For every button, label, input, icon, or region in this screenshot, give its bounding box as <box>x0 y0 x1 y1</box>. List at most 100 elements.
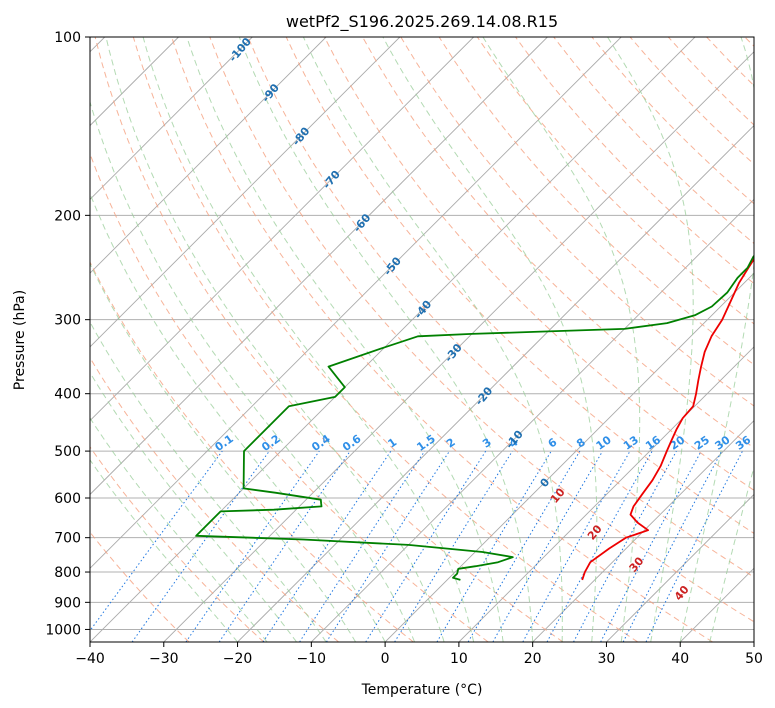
y-tick-label: 1000 <box>45 622 81 638</box>
moist-adiabat-line <box>90 262 357 642</box>
mixing-ratio-label: 10 <box>594 433 614 453</box>
mixing-ratio-label: 1 <box>386 436 400 451</box>
background-lines <box>90 37 754 642</box>
mixing-ratio-line <box>522 450 631 642</box>
mixing-ratio-label: 30 <box>712 433 732 453</box>
mixing-ratio-line <box>90 450 223 632</box>
dry-adiabat-line <box>94 37 564 642</box>
mixing-ratio-label: 25 <box>692 433 712 452</box>
chart-title: wetPf2_S196.2025.269.14.08.R15 <box>286 12 558 32</box>
isotherm-line <box>90 37 548 496</box>
dry-adiabat-line <box>90 260 414 642</box>
dry-adiabat-line <box>90 446 265 642</box>
y-tick-label: 200 <box>54 208 81 224</box>
isotherm-line <box>90 37 253 200</box>
isotherm-line <box>606 493 754 642</box>
x-tick-label: 30 <box>598 651 616 667</box>
mixing-ratio-label: 2 <box>444 436 458 451</box>
dry-adiabat-line <box>247 37 754 578</box>
moist-adiabat-line <box>90 417 268 642</box>
moist-adiabat-line <box>90 371 297 642</box>
mixing-ratio-label: 36 <box>733 433 753 453</box>
mixing-ratio-line <box>645 450 743 642</box>
dry-adiabat-line <box>476 37 754 325</box>
moist-adiabat-line <box>142 37 475 642</box>
x-tick-label: 10 <box>450 651 468 667</box>
x-tick-label: 0 <box>381 651 390 667</box>
plot-frame <box>89 36 755 643</box>
dry-adiabat-line <box>706 37 754 87</box>
mixing-ratio-line <box>394 450 513 642</box>
dry-adiabat-line <box>132 37 639 642</box>
isotherm-line <box>458 346 754 642</box>
moist-adiabat-line <box>238 37 534 642</box>
isotherm-line <box>753 641 754 642</box>
x-tick-label: −20 <box>223 651 253 667</box>
mixing-ratio-line <box>546 450 653 642</box>
moist-adiabat-label: 10 <box>548 485 568 505</box>
moist-adiabat-line <box>105 37 445 642</box>
series-layer <box>195 254 754 581</box>
moist-adiabat-line <box>482 37 641 642</box>
x-tick-label: 50 <box>745 651 763 667</box>
axis-layer: −40 −30 −20 −10 0 10 20 30 40 50 100 200 300 400 500 60… <box>45 30 763 667</box>
dry-adiabat-line <box>438 37 754 366</box>
y-tick-label: 600 <box>54 491 81 507</box>
isotherm-line <box>90 37 401 348</box>
dry-adiabat-line <box>667 37 754 126</box>
isotherm-line <box>90 37 622 569</box>
mixing-ratio-line <box>218 450 351 642</box>
dry-adiabat-line <box>323 37 754 491</box>
moist-adiabat-line <box>302 37 563 642</box>
y-tick-label: 300 <box>54 313 81 329</box>
moist-adiabat-line <box>90 459 238 642</box>
isotherm-line <box>311 198 754 642</box>
isotherm-line <box>679 567 754 642</box>
x-axis-label: Temperature (°C) <box>361 682 483 698</box>
isotherm-line <box>90 37 327 274</box>
dry-adiabat-line <box>209 37 754 623</box>
moist-adiabat-line <box>607 37 694 642</box>
temperature-profile-line <box>581 257 754 581</box>
y-tick-label: 800 <box>54 565 81 581</box>
dry-adiabat-line <box>591 37 754 205</box>
isotherm-line <box>90 37 474 422</box>
moist-adiabat-line <box>90 321 327 642</box>
mixing-ratio-line <box>185 450 320 642</box>
moist-adiabat-line <box>90 100 416 642</box>
isotherm-line <box>90 37 696 642</box>
moist-adiabat-line <box>679 37 754 642</box>
x-tick-label: 40 <box>671 651 689 667</box>
y-tick-label: 900 <box>54 595 81 611</box>
x-tick-label: −40 <box>75 651 105 667</box>
y-tick-label: 700 <box>54 531 81 547</box>
mixing-ratio-line <box>299 450 426 642</box>
y-tick-label: 100 <box>54 30 81 46</box>
y-tick-label: 500 <box>54 444 81 460</box>
mixing-ratio-label: 6 <box>546 435 560 450</box>
x-tick-label: −10 <box>297 651 327 667</box>
isotherm-line <box>384 272 754 642</box>
dry-adiabat-line <box>285 37 754 535</box>
isotherm-line <box>163 51 754 642</box>
dry-adiabat-line <box>90 356 339 642</box>
mixing-ratio-label: 3 <box>480 436 494 451</box>
mixing-ratio-line <box>131 450 270 642</box>
dry-adiabat-line <box>90 531 190 642</box>
y-tick-label: 400 <box>54 387 81 403</box>
mixing-ratio-label: 8 <box>574 436 588 451</box>
mixing-ratio-line <box>467 450 581 642</box>
moist-adiabat-line <box>709 465 754 642</box>
dry-adiabat-line <box>515 37 754 285</box>
x-tick-label: 20 <box>524 651 542 667</box>
line-labels: 0.1 0.2 0.4 0.6 1 1.5 2 3 4 6 8 10 13 16 20 25 30 36-100-… <box>212 37 753 603</box>
dewpoint-profile-line <box>195 254 754 581</box>
mixing-ratio-line <box>262 450 392 642</box>
isotherm-line <box>532 420 754 642</box>
dry-adiabat-line <box>553 37 754 245</box>
y-axis-label: Pressure (hPa) <box>12 290 28 390</box>
mixing-ratio-line <box>600 450 702 642</box>
dry-adiabat-line <box>171 37 713 642</box>
mixing-ratio-label: 13 <box>621 433 641 452</box>
